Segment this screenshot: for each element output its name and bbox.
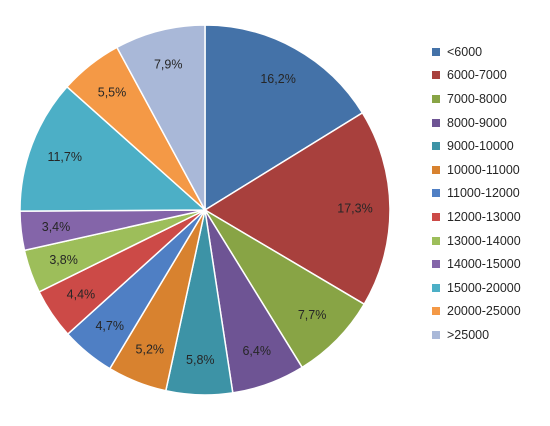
legend-label: >25000 [447,327,490,342]
legend-swatch [432,212,440,221]
legend-swatch [432,142,440,151]
legend-label: 6000-7000 [447,68,507,83]
legend-swatch [432,165,440,174]
legend-swatch [432,94,440,103]
legend-swatch [432,260,440,269]
data-label: 4,4% [67,287,96,301]
data-label: 11,7% [47,150,82,164]
data-label: 7,7% [298,308,327,322]
pie-slice [204,24,364,212]
legend-label: 12000-13000 [447,209,521,224]
legend-swatch [432,330,440,339]
pie-slice [203,111,391,306]
legend-swatch [432,236,440,245]
legend-item: 11000-12000 [432,182,521,206]
data-label: 5,8% [186,353,215,367]
data-label: 17,3% [337,202,372,216]
legend-item: 8000-9000 [432,111,521,135]
data-label: 5,5% [98,85,127,99]
legend-item: 15000-20000 [432,276,521,300]
legend-item: <6000 [432,40,521,64]
legend-label: 14000-15000 [447,257,521,272]
legend-swatch [432,118,440,127]
legend-item: >25000 [432,323,521,347]
legend-label: <6000 [447,44,483,59]
legend-swatch [432,71,440,80]
legend-swatch [432,47,440,56]
pie-slice [19,85,207,212]
legend-item: 20000-25000 [432,300,521,324]
legend-item: 9000-10000 [432,134,521,158]
legend-swatch [432,307,440,316]
legend-label: 7000-8000 [447,91,507,106]
legend-item: 10000-11000 [432,158,521,182]
legend-label: 15000-20000 [447,280,521,295]
legend-swatch [432,283,440,292]
legend-label: 8000-9000 [447,115,507,130]
data-label: 16,2% [260,72,295,86]
legend-label: 20000-25000 [447,304,521,319]
legend-label: 10000-11000 [447,162,520,177]
legend-item: 14000-15000 [432,252,521,276]
legend-label: 13000-14000 [447,233,521,248]
data-label: 7,9% [154,58,183,72]
data-label: 3,8% [49,253,78,267]
pie-chart: 16,2% 17,3% 7,7% 6,4% 5,8% 5,2% 4,7% 4,4% 3,8% 3,… [19,24,391,396]
data-label: 5,2% [136,343,165,357]
pie-slice [115,24,206,211]
legend-label: 11000-12000 [447,186,520,201]
legend-item: 7000-8000 [432,87,521,111]
legend-swatch [432,189,440,198]
legend-item: 13000-14000 [432,229,521,253]
data-label: 6,4% [242,344,271,358]
data-label: 4,7% [95,319,124,333]
legend: <6000 6000-7000 7000-8000 8000-9000 9000-100… [432,40,521,347]
legend-item: 6000-7000 [432,64,521,88]
data-label: 3,4% [42,220,71,234]
legend-label: 9000-10000 [447,139,514,154]
legend-item: 12000-13000 [432,205,521,229]
